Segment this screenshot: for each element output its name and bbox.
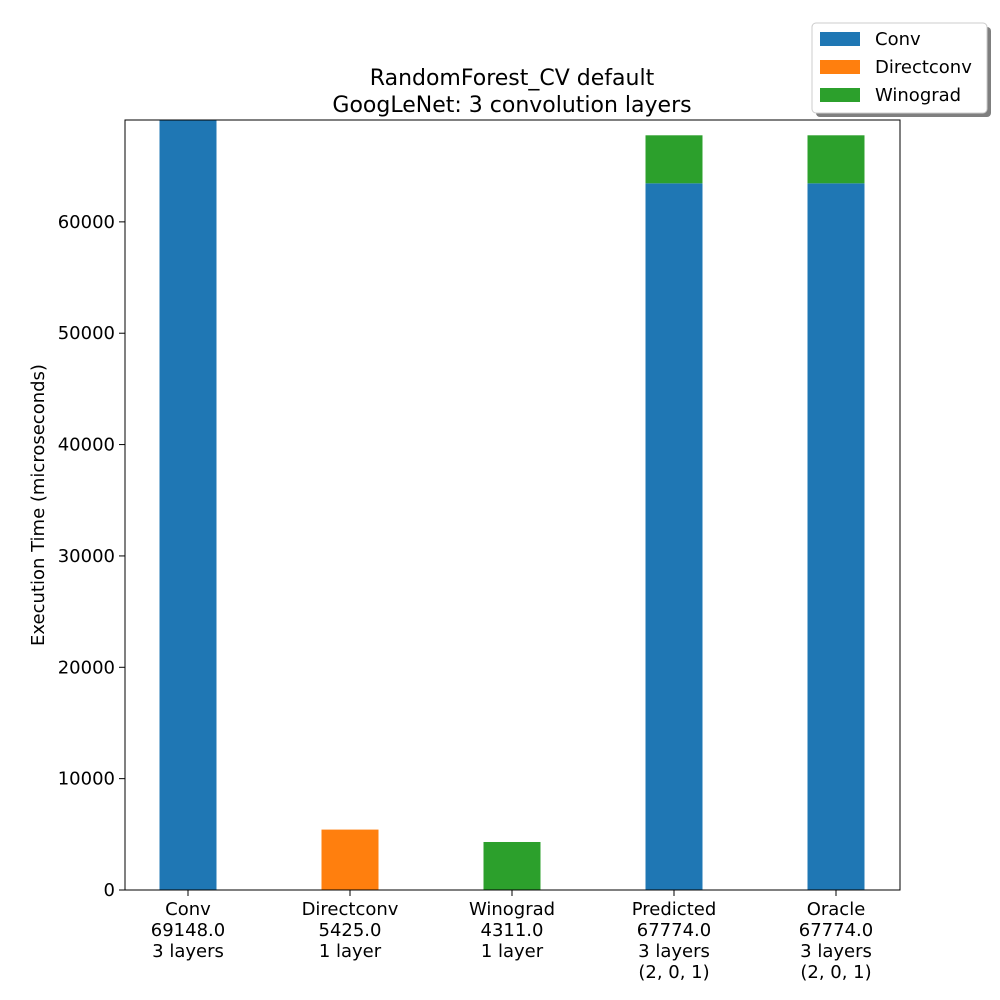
bars bbox=[159, 120, 865, 890]
bar-conv-0 bbox=[159, 120, 217, 890]
y-tick-label: 60000 bbox=[58, 212, 115, 233]
y-tick-label: 50000 bbox=[58, 323, 115, 344]
x-tick-label: Oracle bbox=[807, 899, 866, 920]
chart-title: RandomForest_CV default bbox=[370, 66, 655, 91]
x-tick-label: 1 layer bbox=[319, 941, 382, 962]
x-tick-label: 5425.0 bbox=[319, 920, 382, 941]
legend-label-conv: Conv bbox=[875, 29, 921, 50]
x-tick-label: (2, 0, 1) bbox=[638, 962, 709, 983]
y-axis-label: Execution Time (microseconds) bbox=[28, 364, 49, 646]
bar-winograd-3 bbox=[645, 135, 703, 184]
y-ticks: 0 10000 20000 30000 40000 50000 60000 bbox=[58, 212, 125, 901]
legend: Conv Directconv Winograd bbox=[811, 22, 991, 117]
x-tick-label: 3 layers bbox=[638, 941, 710, 962]
x-tick-label: 67774.0 bbox=[637, 920, 711, 941]
x-tick-label: Directconv bbox=[302, 899, 399, 920]
legend-label-directconv: Directconv bbox=[875, 57, 972, 78]
legend-swatch-winograd bbox=[820, 88, 860, 102]
x-tick-label: 67774.0 bbox=[799, 920, 873, 941]
x-tick-label: 3 layers bbox=[152, 941, 224, 962]
bar-winograd-4 bbox=[807, 135, 865, 184]
x-tick-label: Winograd bbox=[469, 899, 555, 920]
legend-label-winograd: Winograd bbox=[875, 85, 961, 106]
x-tick-label: 4311.0 bbox=[481, 920, 544, 941]
x-tick-label: 69148.0 bbox=[151, 920, 225, 941]
y-tick-label: 40000 bbox=[58, 435, 115, 456]
bar-conv-4 bbox=[807, 183, 865, 890]
y-tick-label: 0 bbox=[104, 880, 115, 901]
x-tick-label: Predicted bbox=[632, 899, 717, 920]
y-tick-label: 30000 bbox=[58, 546, 115, 567]
x-tick-label: 3 layers bbox=[800, 941, 872, 962]
legend-swatch-directconv bbox=[820, 60, 860, 74]
bar-directconv-1 bbox=[321, 829, 379, 890]
bar-winograd-2 bbox=[483, 841, 541, 890]
x-tick-label: Conv bbox=[165, 899, 211, 920]
x-tick-label: 1 layer bbox=[481, 941, 544, 962]
plot-frame bbox=[124, 119, 901, 891]
y-tick-label: 20000 bbox=[58, 657, 115, 678]
x-tick-label: (2, 0, 1) bbox=[800, 962, 871, 983]
y-tick-label: 10000 bbox=[58, 769, 115, 790]
chart-subtitle: GoogLeNet: 3 convolution layers bbox=[332, 93, 691, 118]
legend-swatch-conv bbox=[820, 32, 860, 46]
bar-conv-3 bbox=[645, 183, 703, 890]
